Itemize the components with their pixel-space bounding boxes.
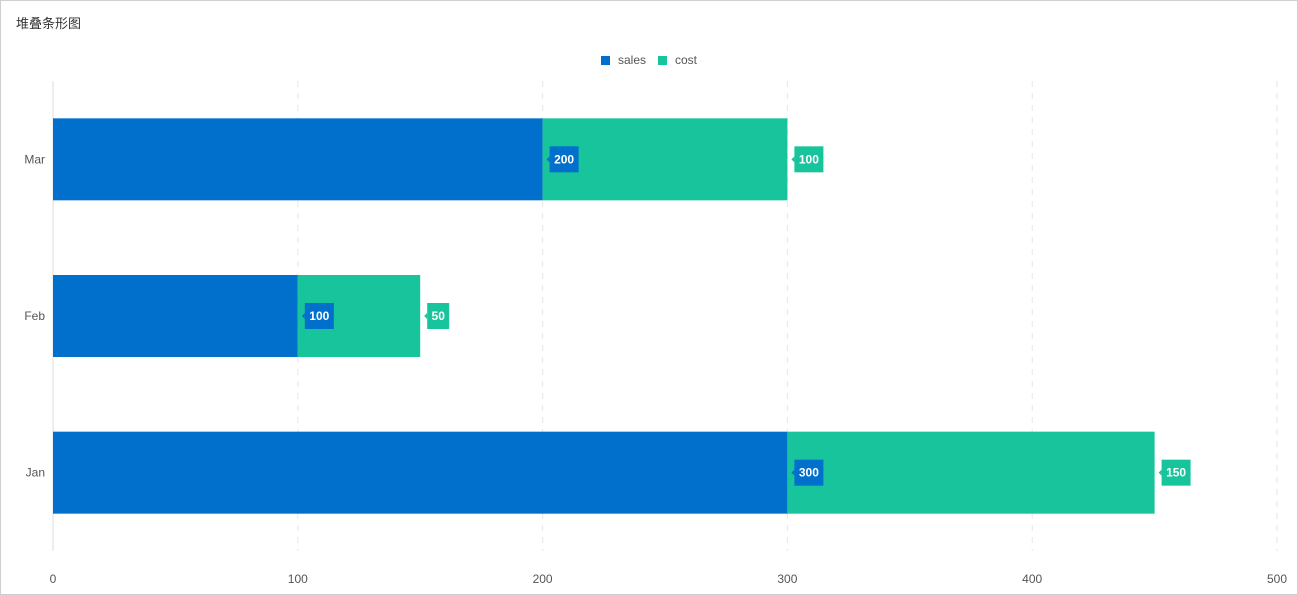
label-layer: 300 150 100 50 200 100 [301,146,1191,486]
data-label-pointer [301,313,305,319]
data-label-sales-mar: 200 [554,152,574,166]
bar-cost-mar[interactable] [542,118,788,201]
bar-sales-feb[interactable] [53,275,298,357]
x-tick-label: 200 [533,572,553,586]
data-label-box [794,459,824,486]
bar-sales-jan[interactable] [53,431,788,514]
data-label-cost-feb: 50 [432,309,446,323]
x-tick-label: 100 [288,572,308,586]
data-label-box [549,146,579,173]
x-tick-label: 500 [1267,572,1287,586]
data-label-sales-feb: 100 [309,309,329,323]
x-tick-label: 0 [50,572,57,586]
data-label-cost-mar: 100 [799,152,819,166]
legend-swatch-cost [658,55,667,65]
data-label-pointer [424,313,428,319]
y-tick-label: Jan [26,466,45,480]
data-label-pointer [791,156,795,163]
data-label-box [1161,459,1191,486]
legend-item-sales[interactable]: sales [600,53,646,67]
data-label-sales-jan: 300 [799,466,819,480]
data-label-pointer [546,156,550,163]
bar-cost-jan[interactable] [787,431,1155,514]
chart-title: 堆叠条形图 [16,17,82,32]
bar-layer [53,118,1155,514]
legend-label-cost: cost [675,53,698,67]
legend: sales cost [1,53,1297,67]
y-tick-label: Feb [24,309,45,323]
legend-swatch-sales [600,55,610,65]
data-label-cost-jan: 150 [1166,466,1186,480]
data-label-pointer [1158,469,1162,476]
x-tick-label: 400 [1022,572,1042,586]
data-label-box [304,303,334,329]
data-label-pointer [791,469,795,476]
y-tick-label: Mar [24,152,45,166]
x-tick-label: 300 [777,572,797,586]
legend-item-cost[interactable]: cost [658,53,697,67]
bar-sales-mar[interactable] [53,118,543,201]
data-label-box [427,303,450,329]
data-label-box [794,146,824,173]
legend-label-sales: sales [617,53,646,67]
